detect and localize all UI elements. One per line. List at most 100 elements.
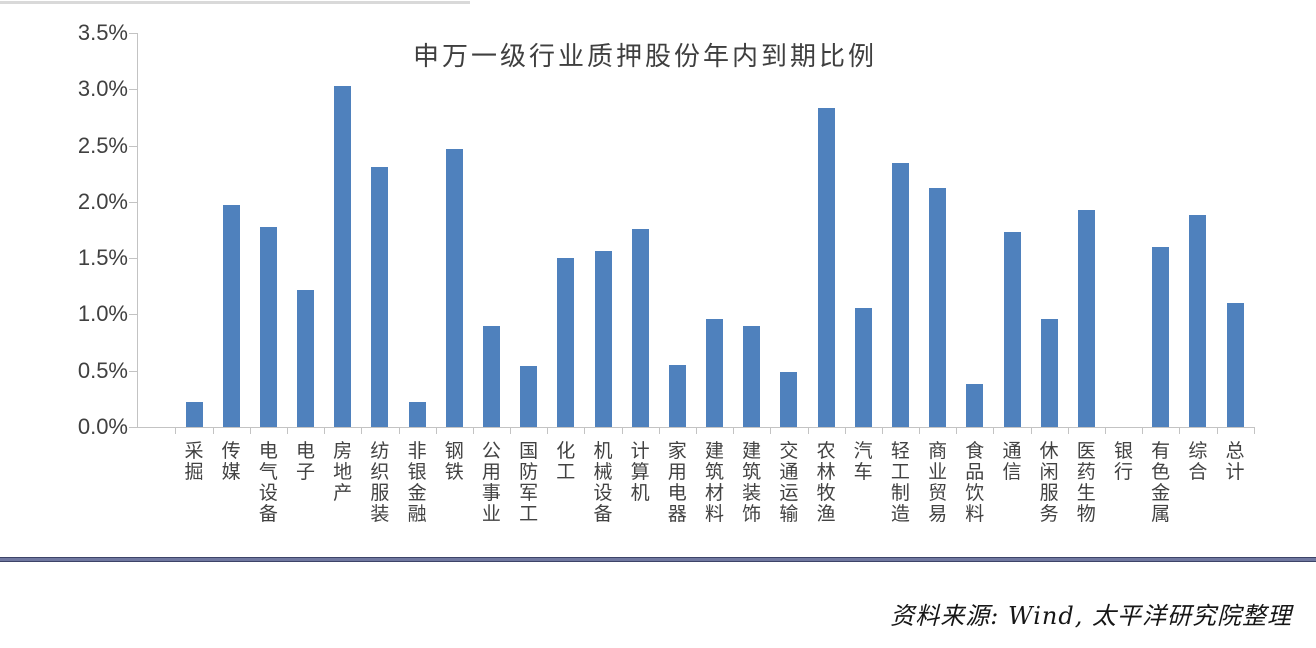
x-tick-mark bbox=[435, 427, 437, 434]
source-note: 资料来源: Wind, 太平洋研究院整理 bbox=[890, 602, 1292, 630]
category-label-建筑材料: 建筑材料 bbox=[704, 441, 724, 525]
y-tick-mark bbox=[129, 427, 137, 428]
x-tick-mark bbox=[547, 427, 549, 434]
bar-轻工制造 bbox=[891, 162, 909, 427]
bar-食品饮料 bbox=[966, 384, 984, 427]
category-label-休闲服务: 休闲服务 bbox=[1039, 441, 1059, 525]
category-label-化工: 化工 bbox=[556, 441, 576, 483]
category-label-商业贸易: 商业贸易 bbox=[928, 441, 948, 525]
category-label-电子: 电子 bbox=[295, 441, 315, 483]
category-label-通信: 通信 bbox=[1002, 441, 1022, 483]
bar-采掘 bbox=[185, 402, 203, 427]
x-tick-mark bbox=[286, 427, 288, 434]
category-label-计算机: 计算机 bbox=[630, 441, 650, 504]
bar-交通运输 bbox=[780, 371, 798, 427]
category-label-有色金属: 有色金属 bbox=[1151, 441, 1171, 525]
y-tick-label: 2.0% bbox=[77, 188, 128, 214]
chart-title: 申万一级行业质押股份年内到期比例 bbox=[412, 41, 878, 71]
category-label-农林牧渔: 农林牧渔 bbox=[816, 441, 836, 525]
bar-商业贸易 bbox=[929, 188, 947, 427]
category-label-交通运输: 交通运输 bbox=[779, 441, 799, 525]
y-tick-label: 0.5% bbox=[77, 357, 128, 383]
y-tick-mark bbox=[129, 145, 137, 147]
x-tick-mark bbox=[658, 427, 660, 434]
x-tick-mark bbox=[1179, 427, 1181, 434]
category-label-总计: 总计 bbox=[1225, 441, 1245, 483]
bar-家用电器 bbox=[668, 365, 686, 427]
y-tick-label: 1.0% bbox=[77, 301, 128, 327]
y-tick-mark bbox=[129, 314, 137, 316]
x-tick-mark bbox=[807, 427, 809, 434]
x-tick-mark bbox=[621, 427, 623, 434]
y-tick-mark bbox=[129, 258, 137, 260]
y-tick-label: 1.5% bbox=[77, 245, 128, 271]
bar-非银金融 bbox=[408, 402, 426, 427]
x-tick-mark bbox=[584, 427, 586, 434]
x-tick-mark bbox=[510, 427, 511, 434]
x-tick-mark bbox=[249, 427, 251, 434]
x-tick-mark bbox=[1104, 427, 1106, 434]
x-tick-mark bbox=[956, 427, 958, 434]
y-tick-mark bbox=[129, 370, 137, 372]
y-tick-mark bbox=[129, 33, 137, 34]
category-label-轻工制造: 轻工制造 bbox=[890, 441, 910, 525]
category-label-机械设备: 机械设备 bbox=[593, 441, 613, 525]
x-tick-mark bbox=[212, 427, 214, 434]
y-tick-label: 3.0% bbox=[77, 76, 128, 102]
category-label-银行: 银行 bbox=[1113, 441, 1133, 483]
x-tick-mark bbox=[1067, 427, 1069, 434]
bar-建筑材料 bbox=[706, 318, 723, 427]
x-tick-mark bbox=[1253, 427, 1255, 434]
bar-纺织服装 bbox=[371, 167, 389, 427]
category-label-非银金融: 非银金融 bbox=[407, 441, 427, 525]
category-label-汽车: 汽车 bbox=[853, 441, 873, 483]
bar-有色金属 bbox=[1152, 246, 1170, 427]
category-label-公用事业: 公用事业 bbox=[481, 441, 501, 525]
x-axis-line bbox=[137, 427, 1254, 428]
x-tick-mark bbox=[324, 427, 326, 434]
bar-通信 bbox=[1003, 232, 1021, 427]
bar-建筑装饰 bbox=[743, 325, 761, 427]
category-label-采掘: 采掘 bbox=[184, 441, 204, 483]
category-label-医药生物: 医药生物 bbox=[1076, 441, 1096, 525]
bottom-divider bbox=[0, 557, 1316, 562]
category-label-纺织服装: 纺织服装 bbox=[370, 441, 390, 525]
category-label-家用电器: 家用电器 bbox=[667, 441, 687, 525]
bar-电气设备 bbox=[259, 226, 277, 427]
category-label-电气设备: 电气设备 bbox=[258, 441, 278, 525]
bar-休闲服务 bbox=[1040, 318, 1058, 427]
category-label-房地产: 房地产 bbox=[333, 441, 353, 504]
x-tick-mark bbox=[993, 427, 995, 434]
bar-电子 bbox=[297, 289, 314, 427]
category-label-国防军工: 国防军工 bbox=[519, 441, 539, 525]
category-label-建筑装饰: 建筑装饰 bbox=[742, 441, 762, 525]
bar-农林牧渔 bbox=[817, 108, 835, 427]
category-label-钢铁: 钢铁 bbox=[444, 441, 464, 483]
y-tick-label: 3.5% bbox=[77, 20, 128, 45]
bar-总计 bbox=[1226, 303, 1244, 427]
y-tick-mark bbox=[129, 201, 137, 203]
bar-汽车 bbox=[854, 307, 872, 427]
x-tick-mark bbox=[733, 427, 735, 434]
x-tick-mark bbox=[1030, 427, 1032, 434]
x-tick-mark bbox=[175, 427, 177, 434]
bar-化工 bbox=[557, 258, 575, 427]
category-label-传媒: 传媒 bbox=[221, 441, 241, 483]
x-tick-mark bbox=[844, 427, 846, 434]
bar-计算机 bbox=[631, 228, 649, 427]
bar-机械设备 bbox=[594, 251, 612, 427]
x-tick-mark bbox=[1142, 427, 1144, 434]
x-tick-mark bbox=[398, 427, 400, 434]
y-axis-line bbox=[137, 33, 138, 428]
x-tick-mark bbox=[919, 427, 920, 434]
bar-医药生物 bbox=[1077, 209, 1095, 427]
bar-传媒 bbox=[222, 205, 240, 427]
x-tick-mark bbox=[472, 427, 474, 434]
category-label-综合: 综合 bbox=[1188, 441, 1208, 483]
bar-房地产 bbox=[334, 85, 352, 427]
top-divider bbox=[0, 1, 470, 4]
x-tick-mark bbox=[361, 427, 363, 434]
x-tick-mark bbox=[1216, 427, 1218, 434]
bar-综合 bbox=[1189, 215, 1207, 427]
bar-国防军工 bbox=[520, 366, 538, 427]
